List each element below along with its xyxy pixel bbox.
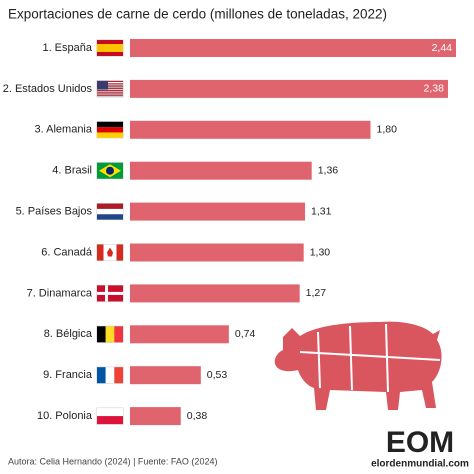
flag-stripe <box>97 40 123 44</box>
value-label: 0,53 <box>207 369 228 381</box>
flag-stripe <box>97 367 106 384</box>
value-label: 2,44 <box>432 42 453 54</box>
bar <box>130 120 371 139</box>
category-label: 6. Canadá <box>41 246 93 258</box>
bar <box>130 407 181 426</box>
flag-stripe <box>97 52 123 56</box>
chart-title: Exportaciones de carne de cerdo (millone… <box>8 7 387 22</box>
flag-stripe <box>97 214 123 220</box>
flag-stripe <box>97 208 123 215</box>
category-label: 5. Países Bajos <box>16 206 93 218</box>
flag-shape <box>107 247 113 257</box>
category-label: 9. Francia <box>43 369 93 381</box>
flag-stripe <box>97 244 104 261</box>
flag-stripe <box>110 244 117 261</box>
flag-stripe <box>97 132 123 138</box>
bar <box>130 202 306 221</box>
flag-canton <box>97 80 108 90</box>
category-label: 3. Alemania <box>35 124 93 136</box>
flag-stripe <box>97 87 123 89</box>
flag-stripe <box>114 367 123 384</box>
flag-stripe <box>97 80 123 83</box>
flag-stripe <box>97 94 123 96</box>
value-label: 1,27 <box>306 287 327 299</box>
value-label: 0,74 <box>235 328 256 340</box>
flag-shape <box>106 166 114 175</box>
flag-stripe <box>97 90 123 92</box>
bar <box>130 366 201 385</box>
value-label: 2,38 <box>424 83 445 95</box>
logo: EOM <box>386 426 454 459</box>
bar <box>130 243 304 262</box>
flag-stripe <box>97 416 123 425</box>
category-label: 4. Brasil <box>52 165 92 177</box>
flag-stripe <box>97 121 123 128</box>
flag-stripe <box>97 85 123 87</box>
category-label: 2. Estados Unidos <box>3 83 93 95</box>
flag-stripe <box>105 326 115 343</box>
category-label: 1. España <box>42 42 92 54</box>
flag-stripe <box>97 326 106 343</box>
bar <box>130 39 456 57</box>
category-label: 10. Polonia <box>37 410 93 422</box>
bar <box>130 325 229 344</box>
flag-stripe <box>97 408 123 417</box>
bar <box>130 161 312 180</box>
flag-stripe <box>97 44 123 48</box>
flag-stripe <box>97 83 123 85</box>
flag-stripe <box>97 203 123 209</box>
bar <box>130 79 448 98</box>
category-label: 8. Bélgica <box>44 328 93 340</box>
source: Autora: Celia Hernando (2024) | Fuente: … <box>8 456 217 466</box>
value-label: 1,36 <box>318 164 339 176</box>
flag-stripe <box>97 82 123 84</box>
flag-stripe <box>116 244 123 261</box>
value-label: 0,38 <box>187 410 208 422</box>
value-label: 1,31 <box>311 205 332 217</box>
flag-stripe <box>97 48 123 52</box>
value-label: 1,80 <box>376 124 397 136</box>
flag-stripe <box>114 326 123 343</box>
logo-url: elordenmundial.com <box>371 459 469 470</box>
pig-illustration <box>274 321 442 410</box>
flag-stripe <box>105 367 115 384</box>
value-label: 1,30 <box>310 246 331 258</box>
category-label: 7. Dinamarca <box>27 287 93 299</box>
bar <box>130 284 300 303</box>
flag-stripe <box>97 92 123 94</box>
flag-shape <box>97 291 123 295</box>
flag-stripe <box>103 244 110 261</box>
flag-stripe <box>97 127 123 133</box>
